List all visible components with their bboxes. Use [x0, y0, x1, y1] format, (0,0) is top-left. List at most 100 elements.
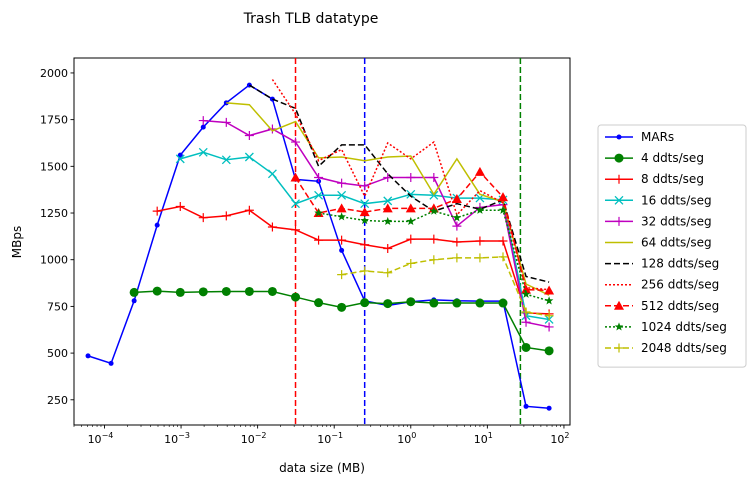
data-point — [429, 206, 439, 215]
series-line — [87, 84, 550, 409]
legend-item: 4 ddts/seg — [605, 151, 704, 165]
data-point — [452, 298, 462, 308]
y-tick-label: 1250 — [40, 207, 68, 220]
data-point — [497, 192, 508, 202]
data-point — [108, 360, 114, 366]
data-point — [521, 284, 532, 294]
data-point — [406, 173, 416, 183]
data-point — [244, 152, 254, 162]
y-axis: 250 500 750 1000 1250 1500 1750 2000 — [40, 67, 74, 407]
data-point — [406, 297, 416, 307]
legend-label: 32 ddts/seg — [641, 214, 712, 228]
data-point — [221, 117, 231, 127]
data-point — [498, 236, 508, 246]
data-point — [339, 247, 345, 253]
data-point — [290, 172, 301, 182]
legend-marker — [614, 195, 624, 205]
data-point — [314, 190, 324, 200]
data-point — [200, 124, 206, 130]
legend-item: 256 ddts/seg — [605, 278, 719, 292]
series-0 — [85, 82, 552, 411]
x-tick-label: 100 — [397, 431, 416, 446]
data-point — [383, 216, 393, 226]
data-point — [314, 235, 324, 245]
data-point — [383, 299, 393, 309]
legend-marker — [614, 153, 624, 163]
series-line — [203, 119, 550, 328]
y-tick-label: 750 — [47, 300, 68, 313]
data-point — [267, 286, 277, 296]
data-point — [337, 235, 347, 245]
data-point — [314, 208, 323, 217]
data-point — [360, 266, 370, 276]
data-point — [521, 289, 531, 298]
data-point — [523, 403, 529, 409]
data-point — [521, 317, 531, 327]
data-point — [152, 206, 162, 216]
y-tick-label: 2000 — [40, 67, 68, 80]
data-point — [451, 194, 462, 204]
data-point — [406, 234, 416, 244]
data-point — [291, 137, 301, 147]
data-point — [406, 189, 416, 199]
data-point — [291, 225, 301, 235]
data-point — [221, 286, 231, 296]
data-point — [406, 216, 416, 226]
data-point — [452, 237, 462, 247]
legend-marker — [614, 343, 624, 353]
series-group — [85, 79, 555, 411]
legend-item: 16 ddts/seg — [605, 193, 712, 207]
data-point — [85, 353, 91, 359]
chart-title: Trash TLB datatype — [243, 11, 379, 27]
series-10 — [337, 252, 554, 321]
series-4 — [198, 116, 554, 332]
data-point — [131, 298, 137, 304]
data-point — [475, 253, 485, 263]
data-point — [337, 178, 347, 188]
legend-label: 512 ddts/seg — [641, 299, 719, 313]
data-point — [383, 244, 393, 254]
series-9 — [314, 205, 554, 305]
legend-marker — [614, 174, 624, 184]
legend-item: 2048 ddts/seg — [605, 341, 727, 355]
data-point — [498, 298, 508, 308]
legend-label: 2048 ddts/seg — [641, 341, 727, 355]
legend-label: 16 ddts/seg — [641, 193, 712, 207]
x-tick-label: 10−3 — [164, 431, 190, 446]
data-point — [267, 169, 277, 179]
data-point — [383, 268, 393, 278]
legend-item: 32 ddts/seg — [605, 214, 712, 228]
legend-item: 1024 ddts/seg — [605, 320, 727, 334]
series-line — [157, 205, 550, 315]
data-point — [360, 181, 370, 191]
legend-marker — [614, 300, 624, 310]
data-point — [314, 298, 324, 308]
data-point — [475, 236, 485, 246]
y-tick-label: 1500 — [40, 160, 68, 173]
data-point — [198, 287, 208, 297]
legend-label: 4 ddts/seg — [641, 151, 704, 165]
data-point — [498, 252, 508, 262]
legend-label: MARs — [641, 130, 674, 144]
legend-label: 128 ddts/seg — [641, 257, 719, 271]
data-point — [198, 147, 208, 157]
series-line — [248, 84, 550, 283]
data-point — [175, 154, 185, 164]
x-axis: 10−4 10−3 10−2 10−1 100 101 102 — [73, 425, 569, 446]
data-point — [498, 205, 508, 214]
data-point — [475, 298, 485, 308]
data-point — [175, 287, 185, 297]
series-line — [341, 256, 550, 317]
data-point — [244, 131, 254, 141]
data-point — [198, 116, 208, 126]
data-point — [429, 298, 439, 308]
x-tick-label: 101 — [474, 431, 493, 446]
data-point — [474, 166, 485, 176]
data-point — [544, 346, 554, 356]
data-point — [129, 287, 139, 297]
series-7 — [271, 79, 550, 291]
data-point — [383, 196, 393, 206]
y-tick-label: 500 — [47, 347, 68, 360]
data-point — [198, 213, 208, 223]
data-point — [544, 296, 554, 305]
